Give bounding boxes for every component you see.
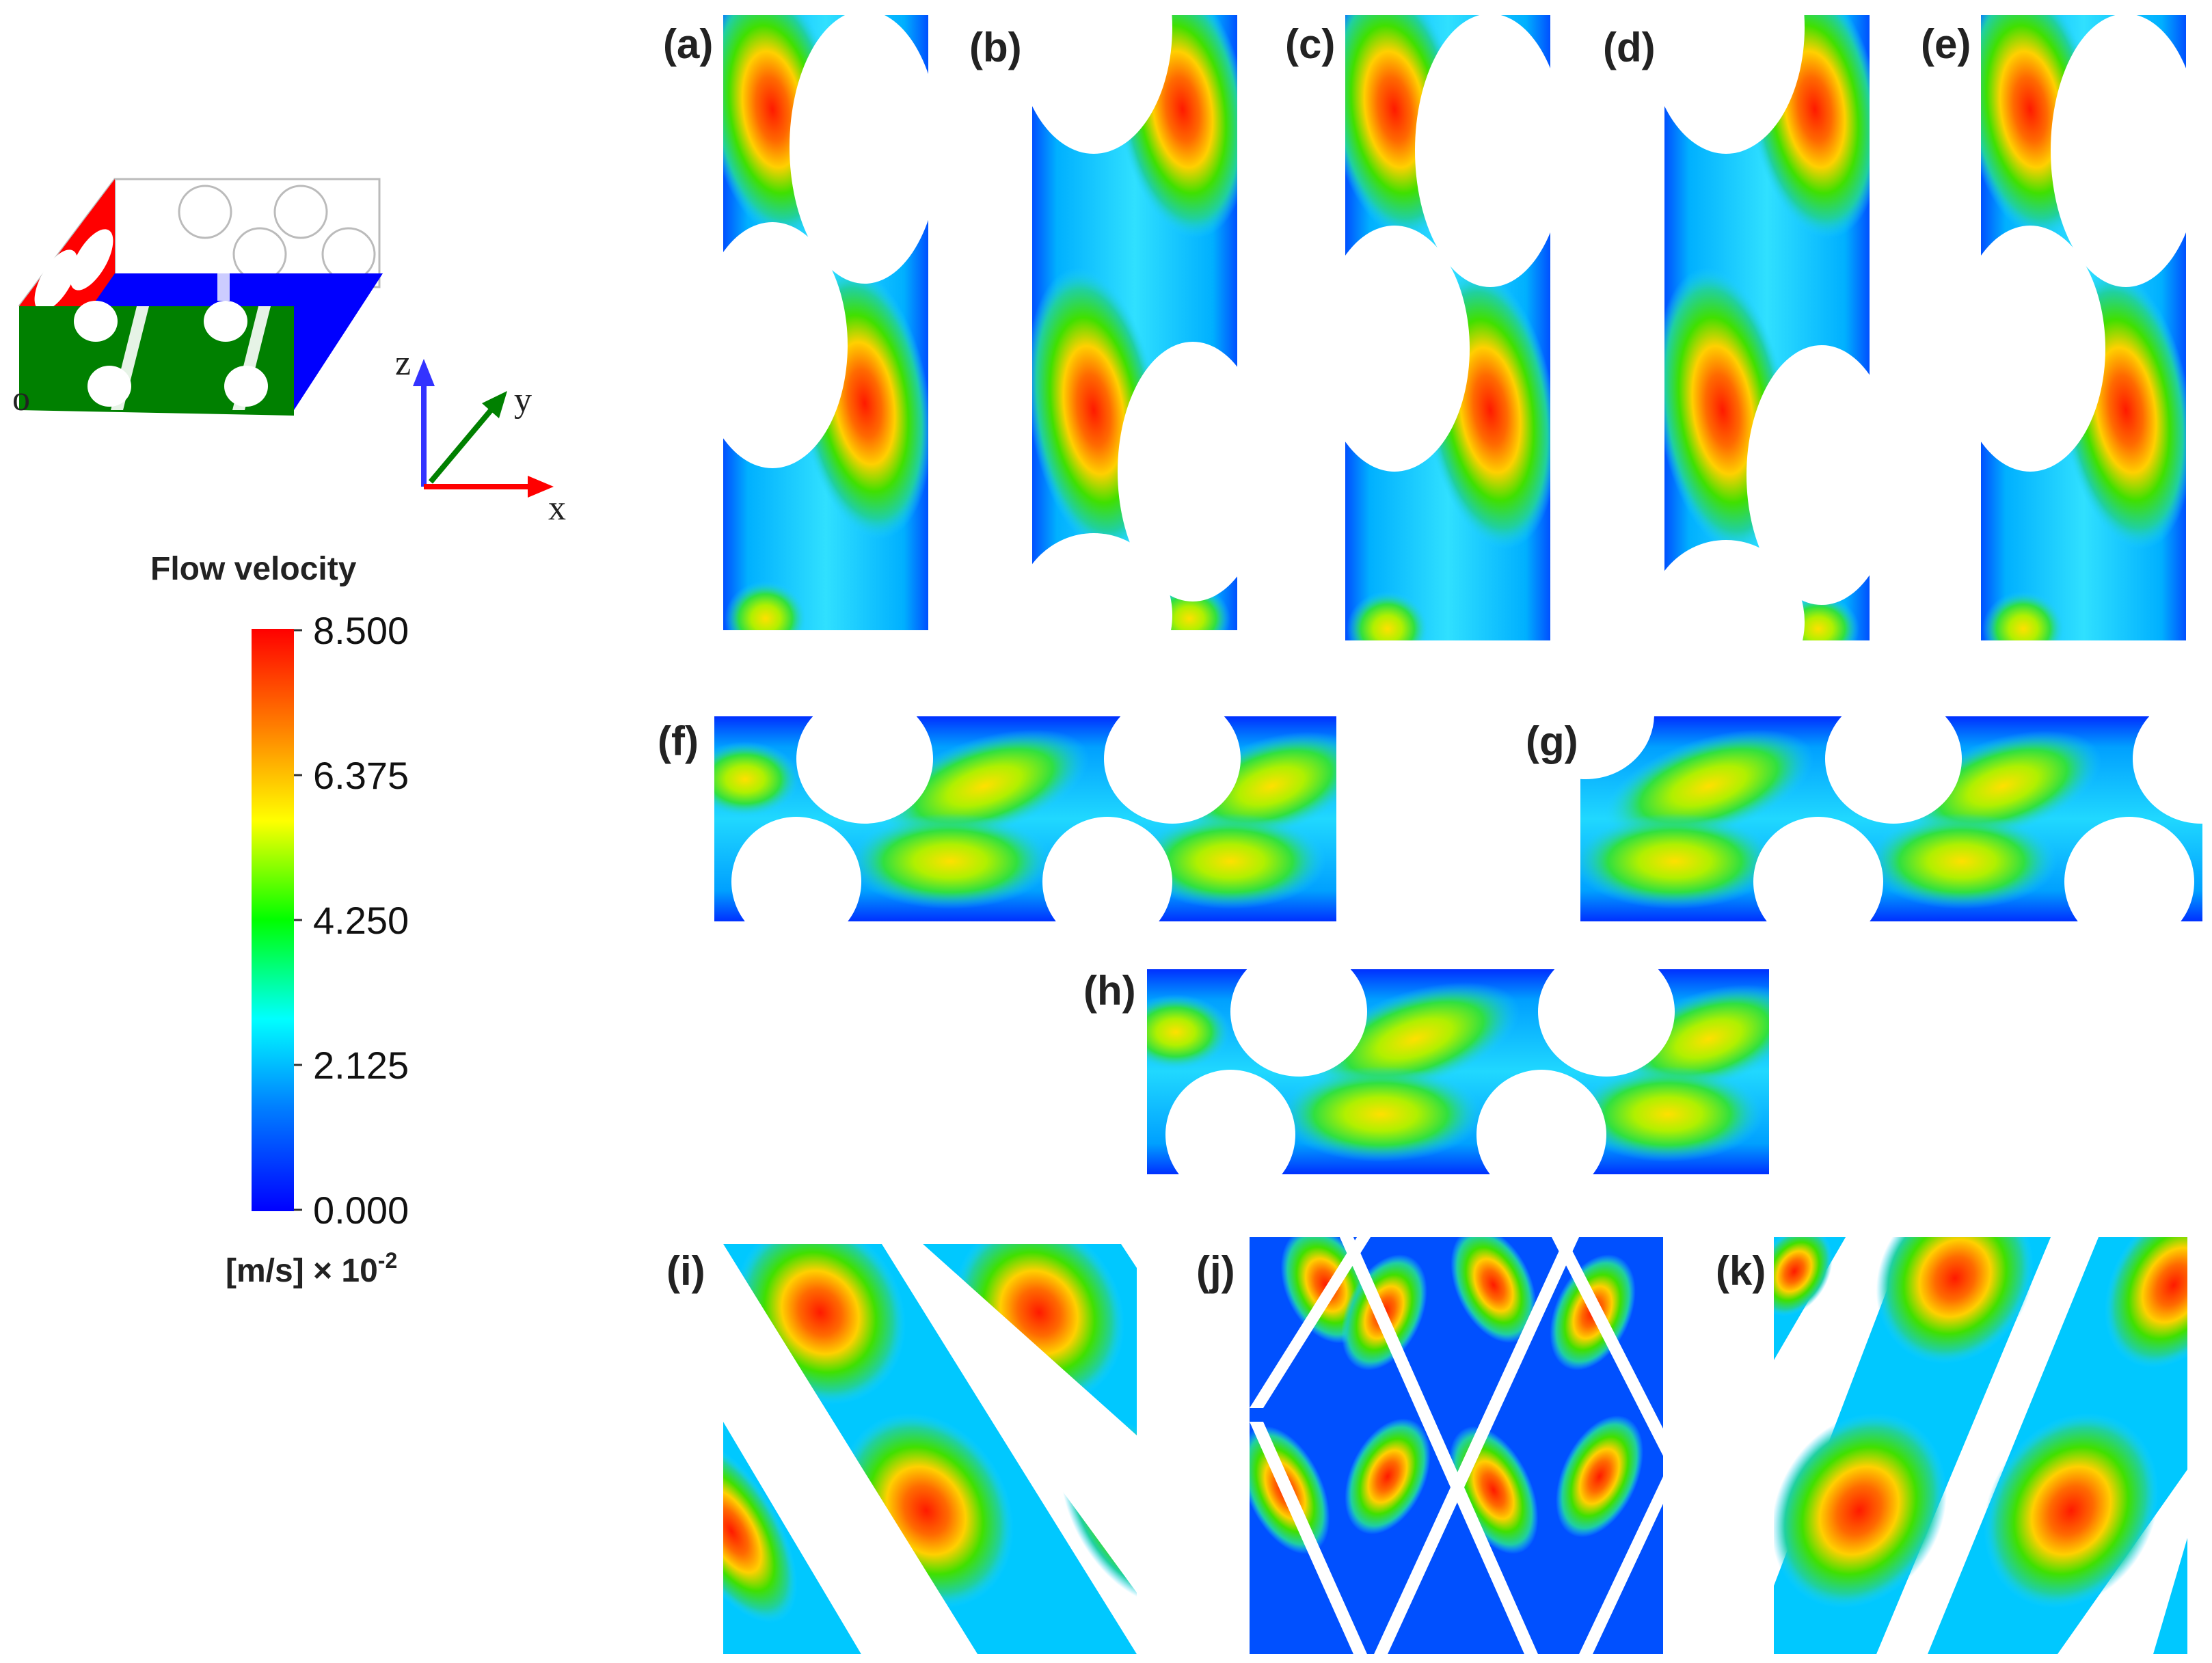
panel-j: (j) <box>1196 1237 1663 1654</box>
panel-label: (g) <box>1526 718 1578 764</box>
panel-label: (h) <box>1083 968 1136 1014</box>
panel-label: (a) <box>663 21 713 67</box>
panel-f: (f) <box>658 716 1336 921</box>
geometry-schematic: o <box>12 178 383 418</box>
origin-label: o <box>12 379 30 418</box>
colorbar-tick-label: 0.000 <box>313 1189 409 1232</box>
panel-label: (k) <box>1716 1248 1766 1294</box>
colorbar-gradient <box>252 629 294 1211</box>
panel-b: (b) <box>969 15 1237 630</box>
panel-k: (k) <box>1716 1237 2187 1654</box>
colorbar-title: Flow velocity <box>150 551 357 587</box>
panel-e: (e) <box>1921 15 2186 640</box>
panel-label: (b) <box>969 25 1022 70</box>
panel-label: (e) <box>1921 21 1971 67</box>
axis-triad: z y x <box>395 344 566 528</box>
panel-c: (c) <box>1285 15 1550 640</box>
colorbar-tick-label: 4.250 <box>313 899 409 942</box>
panel-label: (f) <box>658 718 699 764</box>
colorbar-unit: [m/s] × 10-2 <box>226 1248 397 1289</box>
panel-a: (a) <box>663 15 928 630</box>
colorbar-tick-label: 8.500 <box>313 609 409 652</box>
colorbar: Flow velocity 8.500 6.375 4.250 2.125 0.… <box>150 551 409 1289</box>
panel-h: (h) <box>1083 968 1769 1174</box>
colorbar-tick-label: 6.375 <box>313 754 409 797</box>
panel-g: (g) <box>1526 716 2202 921</box>
top-wireframe <box>113 178 381 288</box>
panel-label: (i) <box>666 1248 705 1294</box>
x-axis-label: x <box>548 489 566 528</box>
panel-label: (c) <box>1285 21 1335 67</box>
y-axis-label: y <box>514 381 532 420</box>
panel-label: (d) <box>1603 25 1656 70</box>
panel-d: (d) <box>1603 15 1870 640</box>
colorbar-tick-label: 2.125 <box>313 1044 409 1087</box>
panel-label: (j) <box>1196 1248 1235 1294</box>
panel-i: (i) <box>666 1244 1137 1654</box>
z-axis-label: z <box>395 344 411 383</box>
